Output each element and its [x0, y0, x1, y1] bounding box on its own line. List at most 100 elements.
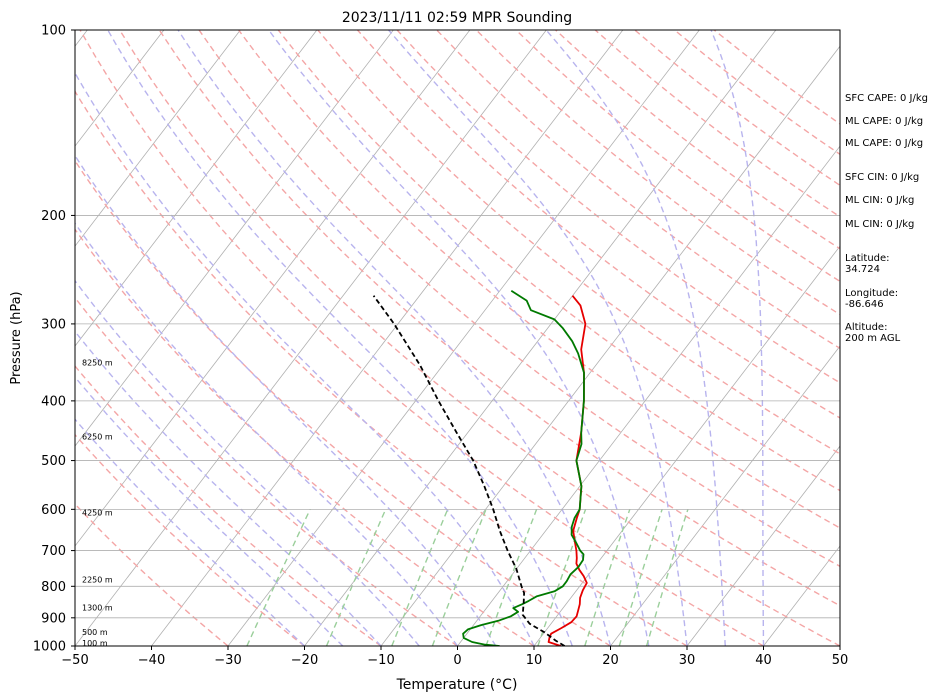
- isotherm-line: [75, 30, 394, 447]
- moist-adiabat-line: [75, 71, 535, 646]
- x-tick-label: 30: [679, 653, 696, 668]
- moist-adiabat-line: [710, 30, 765, 646]
- dry-adiabat-line: [515, 30, 840, 283]
- y-tick-label: 200: [41, 209, 66, 224]
- isotherm-line: [75, 30, 471, 547]
- dewpoint-trace: [462, 289, 585, 646]
- dry-adiabat-line: [119, 30, 840, 646]
- stat-ml-cape-2: ML CAPE: 0 J/kg: [845, 138, 924, 149]
- isotherm-line: [686, 445, 840, 646]
- reference-lines: [75, 30, 840, 646]
- moist-adiabat-line: [107, 30, 573, 646]
- dry-adiabat-line: [75, 296, 458, 646]
- dry-adiabat-line: [158, 30, 840, 607]
- moist-adiabat-line: [268, 30, 650, 646]
- height-label: 100 m: [82, 639, 108, 648]
- y-axis-label: Pressure (hPa): [9, 291, 24, 384]
- isotherm-line: [151, 30, 624, 646]
- y-tick-label: 900: [41, 611, 66, 626]
- x-tick-label: −50: [61, 653, 88, 668]
- parcel-trace: [372, 295, 566, 646]
- stat-ml-cape: ML CAPE: 0 J/kg: [845, 116, 924, 127]
- isotherm-line: [304, 30, 777, 646]
- isotherm-line: [75, 30, 318, 347]
- stat-ml-cin-2: ML CIN: 0 J/kg: [845, 219, 915, 230]
- x-tick-label: −30: [214, 653, 241, 668]
- height-label: 4250 m: [82, 508, 113, 517]
- moist-adiabat-line: [388, 30, 688, 646]
- height-label: 8250 m: [82, 358, 113, 367]
- x-axis-ticks: −50 −40 −30 −20 −10 0 10 20 30 40 50: [61, 646, 848, 668]
- isotherm-line: [533, 245, 840, 646]
- isotherm-line: [75, 30, 241, 247]
- x-tick-label: 50: [832, 653, 849, 668]
- y-tick-label: 100: [41, 24, 66, 39]
- moist-adiabat-line: [75, 154, 497, 646]
- dry-adiabat-line: [79, 30, 764, 646]
- y-tick-label: 300: [41, 317, 66, 332]
- isotherm-line: [75, 30, 165, 147]
- temperature-trace: [547, 295, 588, 646]
- stat-sfc-cin: SFC CIN: 0 J/kg: [845, 172, 920, 183]
- x-tick-label: 0: [453, 653, 461, 668]
- isotherm-line: [227, 30, 700, 646]
- isotherm-line: [457, 145, 840, 646]
- dry-adiabat-line: [75, 364, 382, 646]
- x-axis-label: Temperature (°C): [396, 677, 518, 693]
- height-labels: 100 m 500 m 1300 m 2250 m 4250 m 6250 m 8250 m: [82, 358, 113, 647]
- dry-adiabat-line: [317, 30, 840, 455]
- moist-adiabat-line: [75, 418, 305, 646]
- dry-adiabat-line: [238, 30, 840, 529]
- height-label: 2250 m: [82, 576, 113, 585]
- mixing-ratio-line: [391, 509, 449, 646]
- stat-latitude: Latitude: 34.724: [845, 253, 890, 275]
- moist-adiabat-line: [75, 279, 420, 646]
- plot-frame: [74, 29, 841, 647]
- x-tick-label: 40: [755, 653, 772, 668]
- height-label: 500 m: [82, 628, 108, 637]
- dry-adiabat-line: [356, 30, 840, 419]
- mixing-ratio-line: [645, 509, 689, 646]
- moist-adiabat-line: [75, 222, 459, 646]
- x-tick-label: −40: [138, 653, 165, 668]
- y-tick-label: 500: [41, 454, 66, 469]
- height-label: 6250 m: [82, 433, 113, 442]
- y-axis-ticks: 1000 900 800 700 600 500 400 300 200 100: [33, 24, 75, 655]
- sounding-traces: [372, 289, 588, 646]
- moist-adiabat-line: [545, 30, 726, 646]
- dry-adiabat-line: [436, 30, 840, 350]
- x-tick-label: 20: [602, 653, 619, 668]
- mixing-ratio-line: [584, 509, 631, 646]
- dry-adiabat-line: [75, 433, 305, 646]
- stat-longitude: Longitude: -86.646: [845, 288, 899, 310]
- x-tick-label: 10: [526, 653, 543, 668]
- y-tick-label: 1000: [33, 640, 66, 655]
- isotherm-line: [380, 45, 840, 646]
- moist-adiabat-line: [75, 330, 382, 646]
- x-tick-label: −20: [291, 653, 318, 668]
- dry-adiabat-line: [277, 30, 840, 492]
- y-tick-label: 400: [41, 394, 66, 409]
- isotherm-line: [610, 345, 840, 646]
- dry-adiabat-line: [75, 90, 688, 646]
- dry-adiabat-line: [198, 30, 840, 568]
- y-tick-label: 600: [41, 503, 66, 518]
- height-label: 1300 m: [82, 604, 113, 613]
- y-tick-label: 700: [41, 544, 66, 559]
- stat-altitude: Altitude: 200 m AGL: [845, 322, 901, 344]
- moist-adiabat-line: [75, 376, 344, 646]
- moist-adiabat-line: [177, 30, 612, 646]
- chart-title: 2023/11/11 02:59 MPR Sounding: [342, 10, 572, 26]
- stat-ml-cin: ML CIN: 0 J/kg: [845, 195, 915, 206]
- y-tick-label: 800: [41, 580, 66, 595]
- mixing-ratio-line: [485, 509, 538, 646]
- dry-adiabat-line: [396, 30, 840, 384]
- stat-sfc-cape: SFC CAPE: 0 J/kg: [845, 93, 928, 104]
- dry-adiabat-line: [75, 228, 535, 646]
- dry-adiabat-line: [75, 159, 611, 646]
- pressure-gridlines: [75, 29, 840, 647]
- mixing-ratio-line: [537, 509, 587, 646]
- x-tick-label: −10: [367, 653, 394, 668]
- isotherm-line: [75, 30, 547, 646]
